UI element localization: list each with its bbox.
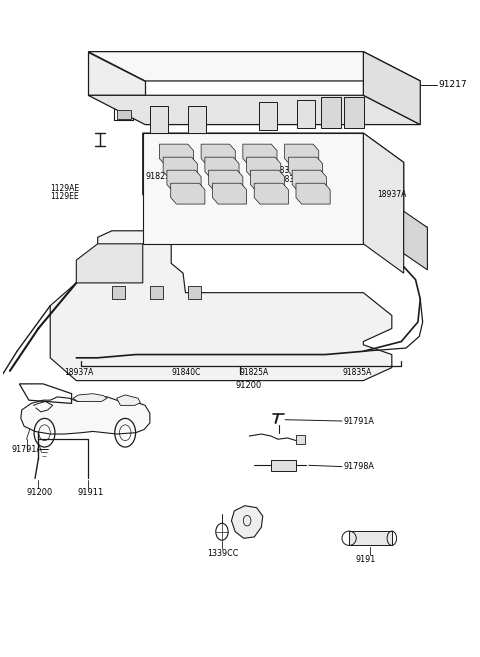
Polygon shape xyxy=(404,212,427,270)
Polygon shape xyxy=(50,231,392,380)
Polygon shape xyxy=(285,144,319,165)
Polygon shape xyxy=(296,183,330,204)
Text: 91200: 91200 xyxy=(26,488,53,497)
Polygon shape xyxy=(251,170,285,191)
Text: 91840C: 91840C xyxy=(171,369,201,377)
Polygon shape xyxy=(259,102,277,130)
Polygon shape xyxy=(159,144,193,165)
Text: 91835A: 91835A xyxy=(271,166,300,175)
Text: 1129AE: 1129AE xyxy=(50,184,79,193)
Polygon shape xyxy=(344,97,364,128)
Polygon shape xyxy=(247,157,281,178)
Polygon shape xyxy=(73,394,107,401)
Polygon shape xyxy=(76,244,143,283)
Polygon shape xyxy=(88,52,420,81)
Polygon shape xyxy=(363,52,420,125)
Text: 91791A: 91791A xyxy=(343,417,374,426)
Text: 91825A: 91825A xyxy=(240,369,269,377)
Polygon shape xyxy=(167,170,201,191)
Polygon shape xyxy=(292,170,326,191)
Polygon shape xyxy=(363,133,404,273)
Polygon shape xyxy=(349,531,392,545)
Polygon shape xyxy=(150,106,168,133)
Text: 91835A: 91835A xyxy=(342,369,372,377)
Polygon shape xyxy=(188,286,201,299)
Text: 91825A: 91825A xyxy=(212,172,242,181)
Text: 91791A: 91791A xyxy=(12,445,42,453)
Text: 18937A: 18937A xyxy=(378,191,407,200)
Polygon shape xyxy=(188,106,206,133)
Polygon shape xyxy=(231,506,263,538)
Polygon shape xyxy=(297,101,315,128)
Polygon shape xyxy=(209,170,243,191)
Polygon shape xyxy=(143,133,404,224)
Polygon shape xyxy=(88,52,145,95)
Polygon shape xyxy=(150,286,163,299)
Polygon shape xyxy=(171,183,205,204)
Polygon shape xyxy=(117,110,131,119)
Polygon shape xyxy=(205,157,239,178)
Polygon shape xyxy=(213,183,247,204)
Polygon shape xyxy=(112,286,125,299)
Polygon shape xyxy=(88,95,420,125)
Polygon shape xyxy=(321,97,341,128)
Polygon shape xyxy=(271,460,296,470)
Text: 1129EE: 1129EE xyxy=(50,192,79,201)
Polygon shape xyxy=(21,397,150,434)
Text: 91911: 91911 xyxy=(78,488,104,497)
Text: 91798A: 91798A xyxy=(343,462,374,471)
Polygon shape xyxy=(254,183,288,204)
Text: 9191: 9191 xyxy=(356,555,376,564)
Polygon shape xyxy=(201,144,235,165)
Text: 1339CC: 1339CC xyxy=(207,549,238,558)
Polygon shape xyxy=(143,133,363,244)
Text: 91217: 91217 xyxy=(438,80,467,89)
Polygon shape xyxy=(288,157,323,178)
Polygon shape xyxy=(117,395,140,405)
Polygon shape xyxy=(163,157,197,178)
Text: 91835A: 91835A xyxy=(276,175,305,184)
Text: 91200: 91200 xyxy=(235,380,262,390)
Text: 91825A: 91825A xyxy=(145,172,176,181)
Text: 18937A: 18937A xyxy=(64,369,94,377)
Polygon shape xyxy=(243,144,277,165)
Polygon shape xyxy=(296,436,305,444)
